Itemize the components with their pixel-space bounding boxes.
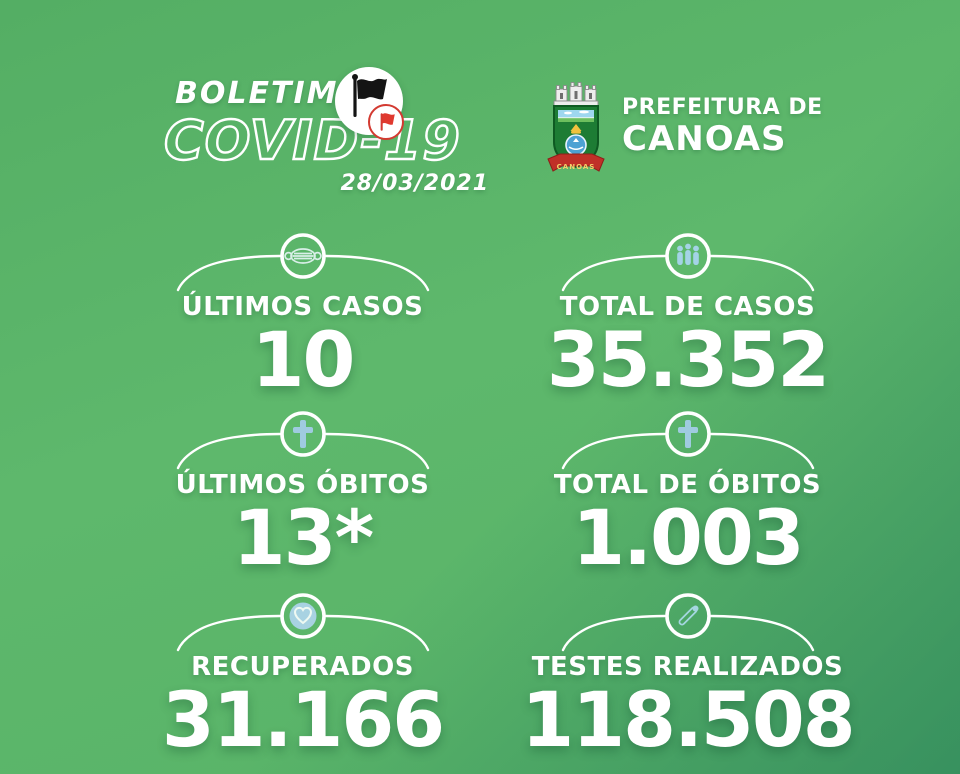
logo-org-line1: PREFEITURA DE [622,94,823,120]
stat-value: 118.508 [521,675,855,764]
stat-value: 31.166 [161,675,445,764]
swab-icon [678,605,698,626]
mask-icon [283,248,322,264]
title-boletim: BOLETIM [175,76,339,111]
title-covid19-outline: COVID-19 [163,113,461,171]
bulletin-date: 28/03/2021 [340,171,489,196]
title-covid19-text: COVID-19 [164,113,461,171]
crest-banner-text: CANOAS [557,163,596,171]
heart-icon [289,602,316,630]
stat-decoration [176,593,429,652]
stats-row-3: RECUPERADOS 31.166 TESTES REALIZADOS 118… [110,590,880,758]
stat-label: TOTAL DE CASOS [559,292,816,322]
bulletin-title: BOLETIM COVID-19 28/03/2021 [163,76,489,196]
stat-label: TESTES REALIZADOS [531,652,844,682]
red-flag-glyph [380,113,395,131]
stat-testes-realizados: TESTES REALIZADOS 118.508 [495,590,880,758]
stat-decoration [561,593,814,652]
stat-value: 1.003 [572,493,804,582]
stat-label: RECUPERADOS [191,652,414,682]
prefeitura-canoas-logo: CANOAS PREFEITURA DE CANOAS [544,76,823,176]
people-icon [676,243,699,265]
logo-org-line2: CANOAS [622,118,787,159]
cross-icon [677,420,698,448]
black-flag-glyph [352,74,387,117]
stats-row-1: ÚLTIMOS CASOS 10 TOTAL DE CASOS 35.352 [110,230,880,398]
stat-total-de-casos: TOTAL DE CASOS 35.352 [495,230,880,398]
stat-decoration [561,233,814,292]
stat-label: ÚLTIMOS ÓBITOS [175,470,430,500]
cross-icon [292,420,313,448]
stat-total-de-obitos: TOTAL DE ÓBITOS 1.003 [495,408,880,576]
stat-value: 13* [232,493,375,582]
stat-decoration [176,411,429,470]
stat-recuperados: RECUPERADOS 31.166 [110,590,495,758]
stat-label: TOTAL DE ÓBITOS [553,470,822,500]
stat-value: 35.352 [546,315,830,404]
stat-ultimos-obitos: ÚLTIMOS ÓBITOS 13* [110,408,495,576]
stat-value: 10 [251,315,356,404]
canoas-coat-of-arms-icon: CANOAS [547,82,605,172]
stats-row-2: ÚLTIMOS ÓBITOS 13* TOTAL DE ÓBITOS 1.003 [110,408,880,576]
stat-ultimos-casos: ÚLTIMOS CASOS 10 [110,230,495,398]
stat-decoration [561,411,814,470]
logo-text: PREFEITURA DE CANOAS [622,94,823,159]
red-flag-icon [368,104,404,140]
stat-decoration [176,233,429,292]
stat-label: ÚLTIMOS CASOS [181,292,424,322]
